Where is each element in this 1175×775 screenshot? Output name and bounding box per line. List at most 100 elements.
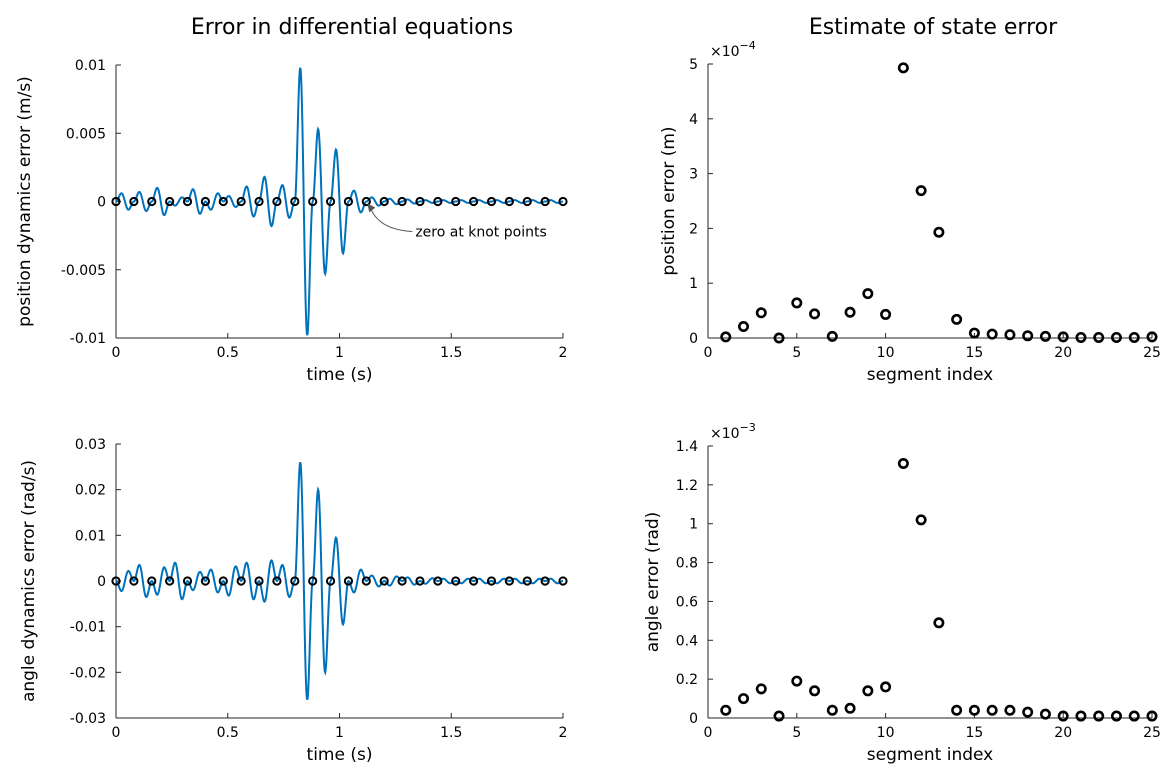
scatter-point bbox=[933, 617, 945, 629]
panel-1: 0 0.5 1 1.5 2 -0.01 -0.005 0 0.005 0.01 time (s) po… bbox=[15, 58, 568, 385]
y-tick-label: 0.8 bbox=[676, 556, 698, 572]
scatter-point bbox=[720, 331, 732, 343]
knot-point-marker bbox=[272, 196, 282, 207]
knot-point-marker bbox=[200, 576, 210, 586]
knot-point-marker bbox=[504, 576, 514, 586]
scatter-point bbox=[791, 297, 803, 309]
scatter-point bbox=[844, 306, 856, 318]
knot-point-marker bbox=[361, 196, 371, 207]
knot-point-marker bbox=[236, 576, 246, 586]
exponent-label: ×10−4 bbox=[710, 39, 756, 60]
scatter-point bbox=[755, 307, 767, 319]
y-tick-label: 0 bbox=[97, 195, 106, 211]
y-tick-label: 0.03 bbox=[75, 437, 106, 453]
knot-point-marker bbox=[343, 576, 354, 586]
knot-point-marker bbox=[486, 576, 497, 586]
knot-point-marker bbox=[325, 576, 336, 586]
scatter-point bbox=[951, 704, 963, 716]
scatter-point bbox=[773, 710, 785, 722]
knot-point-marker bbox=[397, 196, 407, 207]
scatter-point bbox=[986, 328, 998, 340]
x-tick-label: 0 bbox=[112, 345, 121, 361]
knot-point-marker bbox=[415, 576, 425, 586]
x-tick-label: 20 bbox=[1054, 345, 1072, 361]
scatter-point bbox=[897, 457, 909, 469]
knot-point-marker bbox=[451, 576, 461, 586]
x-axis-label: segment index bbox=[867, 745, 993, 765]
y-tick-label: 0.02 bbox=[75, 483, 106, 499]
y-tick-label: 1 bbox=[689, 276, 698, 292]
scatter-point bbox=[880, 681, 892, 693]
knot-point-marker bbox=[272, 576, 282, 586]
x-axis-label: time (s) bbox=[307, 365, 373, 385]
annotation-arrow-line bbox=[369, 207, 413, 232]
scatter-point bbox=[1039, 330, 1051, 342]
scatter-point bbox=[738, 693, 750, 705]
knot-point-marker bbox=[254, 196, 264, 207]
knot-point-marker bbox=[111, 576, 121, 586]
y-tick-label: -0.01 bbox=[70, 331, 106, 347]
scatter-point bbox=[720, 704, 732, 716]
x-axis-label: segment index bbox=[867, 365, 993, 385]
scatter-point bbox=[738, 320, 750, 332]
knot-point-marker bbox=[218, 196, 228, 207]
scatter-point bbox=[880, 308, 892, 320]
y-tick-label: -0.03 bbox=[70, 711, 106, 727]
x-tick-label: 20 bbox=[1054, 725, 1072, 741]
right-column-title: Estimate of state error bbox=[809, 15, 1058, 40]
knot-point-marker bbox=[540, 196, 550, 207]
knot-point-marker bbox=[469, 576, 479, 586]
knot-point-marker bbox=[522, 576, 532, 586]
scatter-point bbox=[1093, 710, 1105, 722]
y-axis-label: angle dynamics error (rad/s) bbox=[19, 460, 39, 702]
knot-point-marker bbox=[397, 576, 407, 586]
y-tick-label: 2 bbox=[689, 221, 698, 237]
scatter-point bbox=[1039, 708, 1051, 720]
knot-point-marker bbox=[308, 576, 318, 586]
knot-point-marker bbox=[147, 196, 157, 207]
scatter-point bbox=[1128, 331, 1140, 343]
y-tick-label: -0.02 bbox=[70, 665, 106, 681]
scatter-point bbox=[951, 313, 963, 325]
knot-point-marker bbox=[343, 196, 354, 207]
scatter-point bbox=[1110, 331, 1122, 343]
x-tick-label: 25 bbox=[1143, 345, 1161, 361]
y-tick-label: 0.01 bbox=[75, 58, 106, 74]
y-tick-label: 1.2 bbox=[676, 478, 698, 494]
knot-point-marker bbox=[433, 196, 443, 207]
knot-point-marker bbox=[486, 196, 497, 207]
knot-point-marker bbox=[451, 196, 461, 207]
scatter-point bbox=[826, 330, 838, 342]
scatter-point bbox=[844, 702, 856, 714]
annotation-arrow-head bbox=[367, 203, 376, 213]
knot-point-marker bbox=[290, 576, 300, 586]
x-tick-label: 0 bbox=[704, 345, 713, 361]
x-tick-label: 1 bbox=[335, 725, 344, 741]
scatter-point bbox=[933, 226, 945, 238]
scatter-point bbox=[826, 704, 838, 716]
scatter-point bbox=[986, 704, 998, 716]
y-tick-label: -0.01 bbox=[70, 620, 106, 636]
scatter-point bbox=[1057, 331, 1069, 343]
knot-point-marker bbox=[111, 196, 121, 207]
scatter-point bbox=[1004, 704, 1016, 716]
scatter-point bbox=[755, 683, 767, 695]
x-tick-label: 0 bbox=[704, 725, 713, 741]
knot-point-marker bbox=[200, 196, 210, 207]
knot-point-marker bbox=[433, 576, 443, 586]
x-tick-label: 5 bbox=[792, 725, 801, 741]
x-tick-label: 1 bbox=[335, 345, 344, 361]
knot-point-marker bbox=[129, 196, 139, 207]
y-tick-label: 1.4 bbox=[676, 439, 698, 455]
knot-point-marker bbox=[415, 196, 425, 207]
y-axis-label: angle error (rad) bbox=[643, 512, 663, 653]
knot-point-marker bbox=[361, 576, 371, 586]
y-axis-label: position dynamics error (m/s) bbox=[15, 76, 35, 327]
scatter-point bbox=[862, 288, 874, 300]
scatter-point bbox=[1022, 706, 1034, 718]
scatter-point bbox=[968, 704, 980, 716]
scatter-point bbox=[915, 185, 927, 197]
scatter-point bbox=[1146, 710, 1158, 722]
left-column-title: Error in differential equations bbox=[191, 15, 513, 40]
